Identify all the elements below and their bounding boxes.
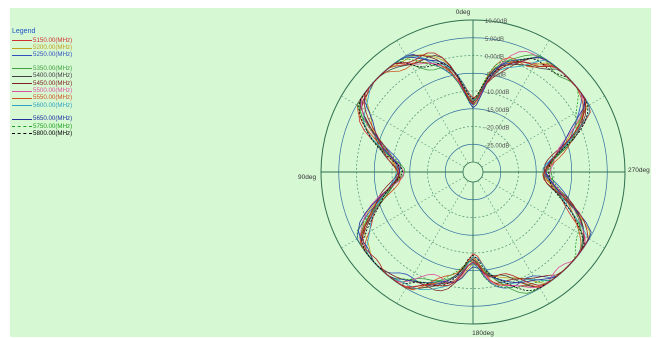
radial-tick-label: 5.00dB: [485, 37, 504, 43]
legend-swatch: [12, 105, 32, 106]
radial-tick-label: 0.00dB: [485, 55, 504, 61]
angle-label-180: 180deg: [472, 330, 494, 337]
center-ring: [463, 162, 483, 182]
legend-items: 5150.00(MHz) 5200.00(MHz) 5250.00(MHz) 5350…: [12, 37, 72, 138]
legend-swatch: [12, 48, 32, 49]
legend-swatch: [12, 133, 32, 134]
legend-label: 5800.00(MHz): [33, 130, 72, 138]
legend-swatch: [12, 91, 32, 92]
radial-tick-label: -20.00dB: [485, 126, 509, 132]
legend-label: 5600.00(MHz): [33, 102, 72, 110]
legend-swatch: [12, 98, 32, 99]
radial-tick-label: -25.00dB: [485, 143, 509, 149]
legend-swatch: [12, 76, 32, 77]
radial-tick-label: -5.00dB: [485, 72, 506, 78]
polar-chart: 0deg 90deg 270deg 180deg 10.00dB 5.00dB 0.…: [10, 8, 651, 337]
radial-tick-label: -10.00dB: [485, 90, 509, 96]
legend-swatch: [12, 83, 32, 84]
polar-grid: [321, 20, 625, 324]
legend-item: 5800.00(MHz): [12, 130, 72, 137]
plot-panel: 0deg 90deg 270deg 180deg 10.00dB 5.00dB 0.…: [10, 8, 651, 337]
angle-label-0: 0deg: [456, 9, 471, 16]
legend-swatch: [12, 68, 32, 69]
legend-swatch: [12, 40, 32, 41]
radial-tick-label: 10.00dB: [485, 19, 507, 25]
legend-item: 5600.00(MHz): [12, 102, 72, 109]
legend: Legend 5150.00(MHz) 5200.00(MHz) 5250.00(M…: [12, 28, 72, 138]
legend-swatch: [12, 126, 32, 127]
legend-swatch: [12, 55, 32, 56]
angle-label-270: 270deg: [628, 167, 650, 174]
grid-spoke: [482, 177, 605, 248]
legend-label: 5250.00(MHz): [33, 51, 72, 59]
legend-swatch: [12, 119, 32, 120]
angle-label-90: 90deg: [298, 174, 316, 181]
legend-item: 5250.00(MHz): [12, 52, 72, 59]
legend-title: Legend: [12, 28, 72, 36]
radial-tick-label: -15.00dB: [485, 108, 509, 114]
